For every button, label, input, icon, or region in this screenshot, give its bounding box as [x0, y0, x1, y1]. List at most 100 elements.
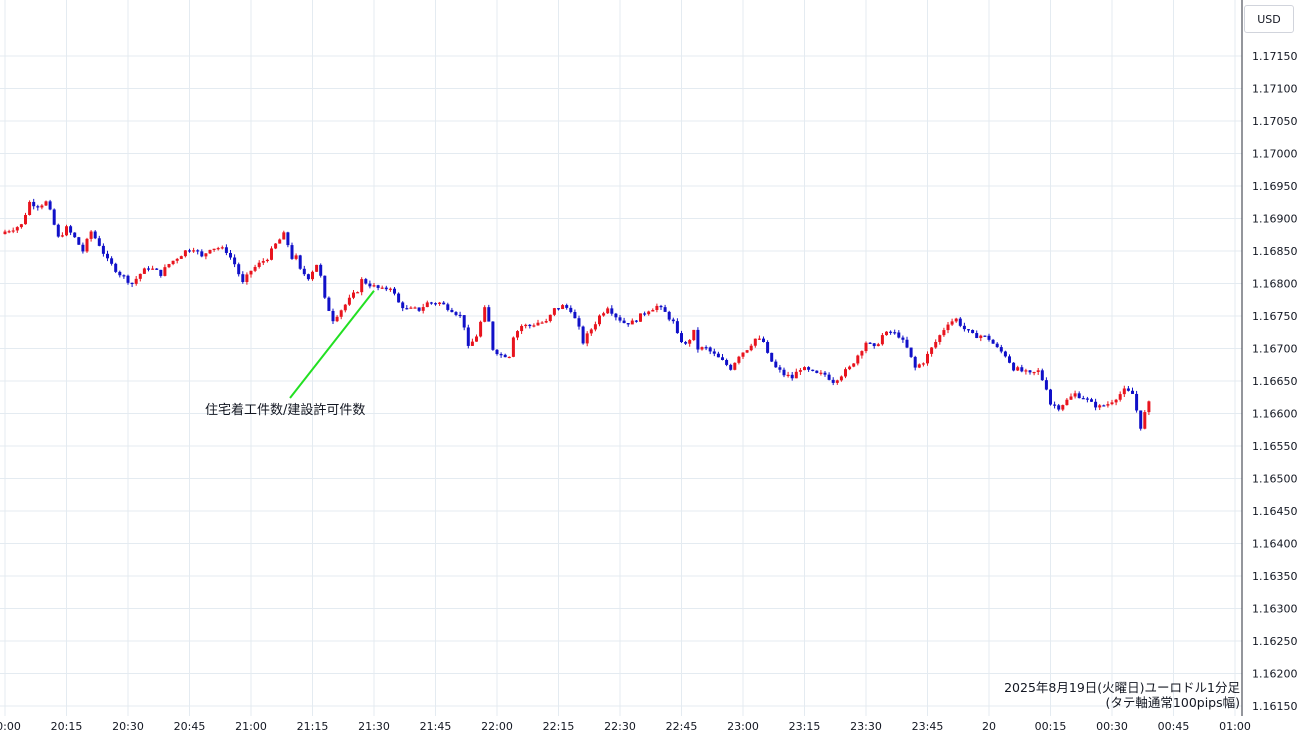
time-tick-label: 22:15	[543, 720, 575, 733]
price-tick-label: 1.16550	[1252, 440, 1298, 453]
candle-up	[425, 300, 429, 308]
candle-up	[1114, 398, 1118, 406]
candle-down	[872, 343, 876, 349]
candle-up	[208, 249, 212, 254]
candle-up	[11, 227, 15, 234]
candle-down	[626, 322, 630, 327]
candle-up	[261, 258, 265, 266]
candle-up	[413, 306, 417, 309]
currency-badge[interactable]: USD	[1244, 5, 1294, 33]
candle-up	[167, 263, 171, 269]
candle-down	[983, 335, 987, 337]
price-tick-label: 1.16150	[1252, 700, 1298, 713]
time-tick-label: 20:00	[0, 720, 21, 733]
time-tick-label: 20	[982, 720, 996, 733]
candle-down	[48, 199, 52, 211]
candle-down	[659, 304, 663, 311]
candle-down	[577, 315, 581, 330]
candle-down	[118, 270, 122, 278]
candle-down	[995, 342, 999, 348]
candle-down	[106, 250, 109, 262]
candle-down	[290, 242, 294, 260]
time-axis[interactable]: 20:00 20:15 20:30 20:45 21:00 21:15 21:30 21:45…	[0, 720, 1251, 733]
candle-up	[352, 289, 355, 300]
candle-down	[716, 351, 720, 358]
candle-down	[1040, 368, 1044, 381]
candle-down	[1126, 385, 1130, 392]
candle-up	[930, 347, 934, 357]
price-tick-label: 1.16300	[1252, 603, 1298, 616]
candle-up	[602, 311, 606, 317]
candle-down	[618, 314, 622, 323]
price-tick-label: 1.16650	[1252, 375, 1298, 388]
candle-down	[1053, 401, 1057, 409]
event-annotation-label: 住宅着工件数/建設許可件数	[205, 402, 365, 418]
candle-down	[401, 301, 405, 312]
candle-up	[798, 368, 802, 375]
candle-down	[122, 274, 126, 279]
candle-down	[790, 371, 794, 381]
candle-up	[171, 260, 175, 266]
candle-up	[688, 339, 692, 347]
candle-down	[671, 317, 675, 324]
candle-up	[1065, 398, 1069, 406]
candle-up	[745, 349, 749, 354]
candle-down	[196, 249, 200, 255]
candle-up	[339, 309, 343, 320]
time-tick-label: 20:30	[112, 720, 144, 733]
candle-down	[233, 254, 237, 268]
candle-up	[134, 276, 138, 286]
candle-down	[909, 347, 913, 359]
candle-up	[692, 329, 696, 342]
candle-down	[1044, 377, 1048, 391]
candle-up	[380, 285, 384, 290]
candle-down	[1003, 350, 1007, 358]
candle-up	[138, 273, 142, 282]
candle-up	[220, 245, 224, 250]
candle-down	[1094, 398, 1098, 411]
candle-down	[417, 307, 421, 312]
price-tick-label: 1.16700	[1252, 343, 1298, 356]
candle-down	[581, 325, 585, 345]
candle-down	[1131, 387, 1134, 395]
price-tick-label: 1.17150	[1252, 50, 1298, 63]
price-axis[interactable]: 1.17150 1.17100 1.17050 1.17000 1.16950 1.169…	[1252, 50, 1298, 713]
candle-down	[958, 317, 962, 328]
candle-up	[253, 264, 257, 273]
candle-down	[1090, 397, 1093, 402]
candle-up	[343, 303, 347, 313]
candle-down	[557, 308, 560, 311]
candle-down	[319, 263, 323, 278]
candle-down	[962, 322, 966, 332]
candle-down	[766, 340, 770, 354]
candle-up	[409, 306, 413, 309]
chart-grid	[0, 0, 1242, 716]
candle-up	[24, 212, 27, 225]
candle-down	[573, 309, 577, 319]
candle-up	[40, 204, 44, 210]
candle-down	[704, 345, 708, 351]
candle-down	[487, 304, 491, 322]
candle-up	[630, 318, 634, 325]
candle-down	[967, 329, 970, 333]
candle-up	[335, 315, 339, 323]
candle-down	[897, 330, 901, 339]
candle-down	[147, 266, 150, 272]
candle-up	[163, 264, 167, 277]
candle-up	[598, 314, 601, 327]
candle-down	[1139, 410, 1143, 431]
candle-down	[634, 319, 638, 323]
candle-down	[114, 262, 118, 274]
candle-up	[183, 250, 187, 258]
candle-up	[142, 267, 146, 274]
candle-down	[827, 372, 831, 381]
candle-down	[462, 315, 466, 331]
candle-down	[200, 249, 204, 258]
time-tick-label: 20:45	[174, 720, 206, 733]
candle-up	[844, 367, 847, 379]
candle-up	[926, 351, 929, 366]
candle-down	[298, 254, 302, 270]
candle-up	[421, 303, 425, 314]
candle-down	[987, 333, 991, 342]
candle-down	[1057, 403, 1061, 412]
